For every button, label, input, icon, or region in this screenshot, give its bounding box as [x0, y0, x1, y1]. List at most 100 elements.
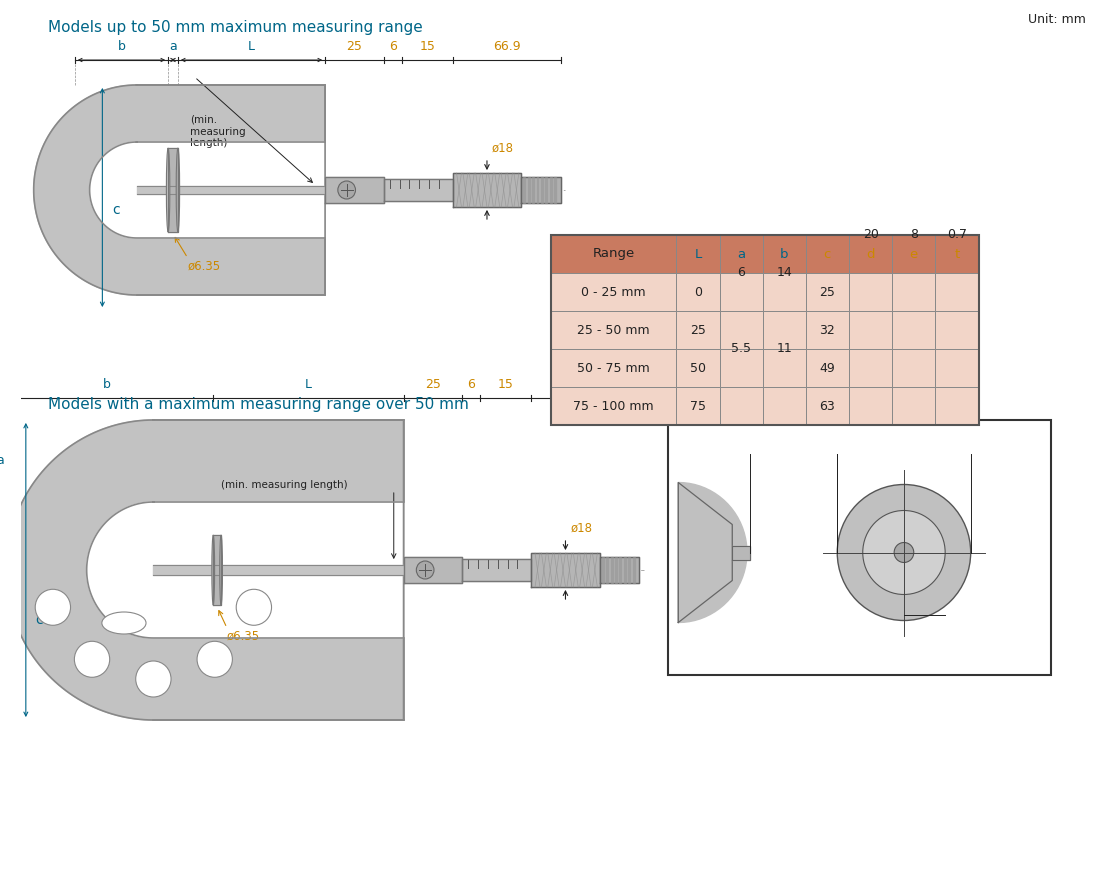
- Bar: [676, 311, 719, 349]
- Bar: [892, 349, 936, 387]
- Bar: [849, 387, 892, 425]
- Polygon shape: [523, 177, 525, 203]
- Bar: [763, 273, 806, 311]
- Polygon shape: [33, 85, 325, 295]
- Text: a: a: [0, 454, 4, 467]
- Bar: [936, 273, 979, 311]
- Text: t: t: [739, 437, 745, 450]
- Text: 6: 6: [388, 40, 396, 53]
- Text: (min.
measuring
length): (min. measuring length): [190, 115, 245, 148]
- Text: Range: Range: [593, 248, 635, 261]
- Bar: [551, 311, 676, 349]
- Text: ø6.35: ø6.35: [226, 630, 260, 643]
- Polygon shape: [619, 557, 622, 583]
- Text: øe: øe: [950, 608, 966, 621]
- Polygon shape: [384, 186, 522, 194]
- Text: 6: 6: [467, 378, 475, 391]
- Bar: [676, 349, 719, 387]
- Bar: [763, 235, 806, 273]
- Text: 11: 11: [776, 342, 793, 355]
- Bar: [551, 235, 676, 273]
- Text: 25: 25: [819, 285, 836, 298]
- Text: 0 - 25 mm: 0 - 25 mm: [582, 285, 646, 298]
- Text: Models with a maximum measuring range over 50 mm: Models with a maximum measuring range ov…: [49, 397, 470, 412]
- Bar: [892, 273, 936, 311]
- Polygon shape: [384, 179, 453, 201]
- Text: 50: 50: [690, 361, 706, 374]
- Text: 25: 25: [346, 40, 363, 53]
- Polygon shape: [522, 177, 561, 203]
- Bar: [936, 311, 979, 349]
- Polygon shape: [678, 482, 733, 622]
- Circle shape: [135, 661, 171, 697]
- Circle shape: [36, 589, 71, 626]
- Polygon shape: [628, 557, 630, 583]
- Polygon shape: [624, 557, 626, 583]
- Bar: [551, 273, 676, 311]
- Text: 32: 32: [819, 324, 836, 337]
- Polygon shape: [527, 177, 529, 203]
- Bar: [849, 311, 892, 349]
- Bar: [849, 273, 892, 311]
- Text: 25 - 50 mm: 25 - 50 mm: [577, 324, 649, 337]
- Text: c: c: [36, 613, 43, 627]
- Bar: [676, 273, 719, 311]
- Bar: [719, 349, 763, 387]
- Circle shape: [337, 181, 355, 199]
- Circle shape: [862, 510, 946, 594]
- Circle shape: [895, 542, 914, 563]
- Text: 6: 6: [737, 267, 745, 279]
- Bar: [806, 387, 849, 425]
- Polygon shape: [325, 177, 384, 203]
- Circle shape: [198, 641, 232, 677]
- Bar: [849, 349, 892, 387]
- Text: ø6.35: ø6.35: [188, 260, 221, 273]
- Text: ød: ød: [896, 437, 911, 450]
- Bar: [849, 235, 892, 273]
- Bar: [892, 235, 936, 273]
- Bar: [806, 349, 849, 387]
- Bar: [551, 235, 979, 425]
- Text: b: b: [103, 378, 111, 391]
- Text: a: a: [169, 40, 176, 53]
- Bar: [719, 311, 763, 349]
- Bar: [719, 273, 763, 311]
- Polygon shape: [541, 177, 543, 203]
- Polygon shape: [554, 177, 556, 203]
- Polygon shape: [633, 557, 635, 583]
- Polygon shape: [453, 173, 522, 207]
- Circle shape: [837, 485, 970, 620]
- Text: b: b: [118, 40, 125, 53]
- Ellipse shape: [212, 535, 214, 605]
- Text: 5.5: 5.5: [731, 342, 751, 355]
- Ellipse shape: [220, 535, 222, 605]
- Bar: [763, 349, 806, 387]
- Text: ø18: ø18: [492, 142, 514, 155]
- Polygon shape: [678, 482, 747, 622]
- Text: 75: 75: [690, 400, 706, 412]
- Text: Central recess: Central recess: [869, 653, 959, 666]
- Text: 0: 0: [694, 285, 702, 298]
- Bar: [668, 420, 1051, 675]
- Text: b: b: [780, 248, 788, 261]
- Text: 25: 25: [425, 378, 441, 391]
- Bar: [676, 387, 719, 425]
- Polygon shape: [463, 559, 531, 581]
- Bar: [551, 349, 676, 387]
- Text: L: L: [305, 378, 312, 391]
- Bar: [806, 235, 849, 273]
- Text: 25: 25: [690, 324, 706, 337]
- Text: e: e: [910, 248, 918, 261]
- Text: Models up to 50 mm maximum measuring range: Models up to 50 mm maximum measuring ran…: [49, 20, 423, 35]
- Text: ø18: ø18: [571, 522, 593, 535]
- Text: Unit: mm: Unit: mm: [1028, 13, 1086, 26]
- Bar: [551, 387, 676, 425]
- Circle shape: [74, 641, 110, 677]
- Text: (min. measuring length): (min. measuring length): [221, 480, 347, 490]
- Bar: [892, 311, 936, 349]
- Text: 8: 8: [910, 228, 918, 242]
- Bar: [936, 387, 979, 425]
- Text: c: c: [824, 248, 831, 261]
- Polygon shape: [549, 177, 552, 203]
- Polygon shape: [87, 502, 404, 638]
